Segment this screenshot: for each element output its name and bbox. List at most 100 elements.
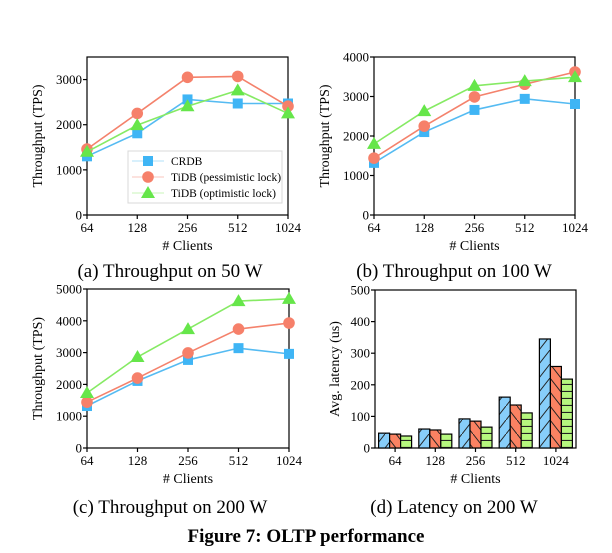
y-tick-label: 300	[351, 346, 371, 361]
data-point	[181, 71, 194, 84]
x-tick-label: 64	[81, 220, 95, 235]
subfigure-caption: (b) Throughput on 100 W	[356, 261, 552, 282]
y-tick-label: 2000	[56, 117, 82, 132]
bar-hatch	[538, 338, 552, 449]
y-tick-label: 3000	[56, 345, 82, 360]
data-point	[130, 118, 145, 131]
series-triangle	[80, 291, 296, 398]
series-circle	[81, 70, 294, 155]
data-point	[568, 70, 582, 83]
x-axis-title: # Clients	[163, 472, 213, 487]
data-point	[131, 107, 144, 120]
legend-marker	[143, 156, 153, 166]
plot-frame	[86, 288, 290, 449]
x-tick-label: 128	[415, 220, 435, 235]
bar-hatch	[549, 365, 563, 449]
series-square	[369, 93, 580, 168]
y-tick-label: 0	[363, 208, 370, 223]
legend: CRDB TiDB (pessimistic lock) TiDB (optimis…	[127, 150, 283, 204]
data-point	[80, 144, 94, 157]
y-tick-label: 400	[351, 314, 371, 329]
series-line	[86, 75, 289, 150]
x-tick-label: 64	[389, 453, 403, 468]
data-point	[130, 350, 145, 363]
bar-hatch	[429, 429, 442, 449]
figure-title: Figure 7: OLTP performance	[188, 526, 425, 547]
x-axis-title: # Clients	[449, 239, 499, 254]
chart-c: 0 1000 2000 3000 4000 5000 64 128 256 512 1024 # Cl…	[31, 282, 303, 519]
data-point	[570, 99, 580, 110]
data-point	[368, 152, 380, 164]
bar-hatch	[520, 412, 533, 449]
subfigure-caption: (a) Throughput on 50 W	[77, 261, 262, 282]
data-point	[230, 83, 245, 96]
x-tick-label: 128	[128, 220, 148, 235]
x-tick-label: 512	[515, 220, 535, 235]
x-tick-label: 512	[229, 453, 249, 468]
y-tick-label: 4000	[343, 50, 369, 65]
x-tick-label: 64	[368, 220, 382, 235]
data-point	[131, 372, 144, 384]
data-point	[418, 120, 431, 132]
legend-label: TiDB (pessimistic lock)	[171, 172, 281, 184]
series-triangle	[80, 83, 295, 157]
data-point	[231, 294, 246, 307]
series-circle	[81, 317, 295, 409]
x-tick-label: 256	[465, 220, 485, 235]
data-point	[232, 98, 243, 109]
y-tick-label: 3000	[56, 72, 82, 87]
y-tick-label: 500	[351, 283, 371, 298]
chart-a: 0 1000 2000 3000 64 128 256 512 1024 # Clients Thr…	[31, 56, 302, 282]
data-point	[468, 91, 481, 103]
x-tick-label: 128	[128, 453, 148, 468]
legend-marker	[142, 171, 154, 183]
data-point	[180, 99, 195, 112]
bar-hatch	[378, 432, 391, 449]
x-axis-title: # Clients	[450, 472, 500, 487]
x-tick-label: 1024	[276, 453, 303, 468]
data-point	[233, 343, 244, 354]
data-point	[282, 291, 296, 304]
data-point	[283, 317, 295, 329]
data-point	[231, 70, 244, 83]
data-point	[419, 127, 430, 138]
y-axis-title: Throughput (TPS)	[31, 84, 46, 187]
data-point	[81, 396, 93, 409]
x-tick-label: 1024	[562, 220, 589, 235]
x-axis-title: # Clients	[162, 239, 212, 254]
bar-hatch	[400, 435, 413, 449]
bar-hatch	[458, 418, 471, 449]
bar-hatch	[418, 428, 431, 449]
y-tick-label: 200	[351, 377, 371, 392]
data-point	[183, 354, 193, 365]
y-axis-title: Throughput (TPS)	[31, 317, 46, 420]
legend-label: TiDB (optimistic lock)	[171, 188, 276, 200]
data-point	[469, 104, 480, 115]
data-point	[232, 323, 245, 335]
x-tick-label: 128	[426, 453, 446, 468]
y-axis-title: Avg. latency (us)	[328, 321, 343, 417]
y-tick-label: 5000	[56, 282, 82, 297]
x-tick-label: 512	[506, 453, 526, 468]
bar-hatch	[560, 378, 574, 449]
chart-d: 0 100 200 300 400 500 64 128 256 512 1024 # Clients…	[328, 283, 577, 518]
y-tick-label: 0	[76, 441, 83, 456]
y-tick-label: 1000	[56, 409, 82, 424]
legend-marker	[141, 186, 155, 198]
y-tick-label: 0	[76, 208, 83, 223]
bar-hatch	[389, 433, 402, 449]
data-point	[181, 322, 195, 335]
y-tick-label: 0	[364, 441, 371, 456]
data-point	[519, 93, 530, 104]
data-point	[132, 128, 143, 139]
data-point	[467, 78, 482, 91]
data-point	[517, 74, 532, 87]
data-point	[182, 347, 194, 359]
series-line	[86, 298, 290, 394]
y-tick-label: 100	[351, 409, 371, 424]
subfigure-caption: (d) Latency on 200 W	[370, 497, 537, 518]
bar-hatch	[509, 404, 522, 449]
data-point	[367, 136, 381, 149]
subfigure-caption: (c) Throughput on 200 W	[73, 497, 268, 518]
legend-label: CRDB	[171, 156, 203, 168]
